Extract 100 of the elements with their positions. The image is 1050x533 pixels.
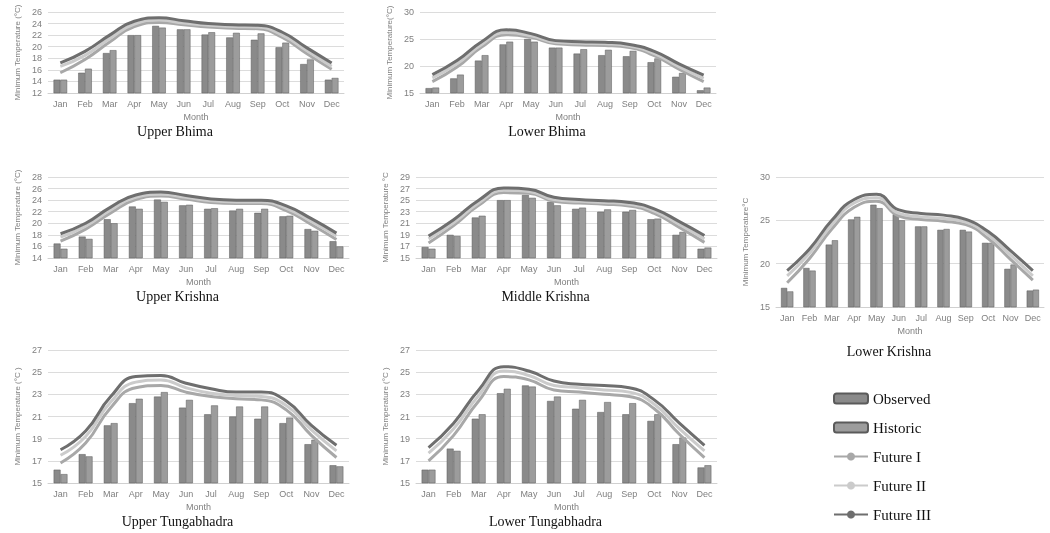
x-tick-label: May [867,312,886,323]
x-tick-label: Jun [178,263,194,274]
x-tick-label: Nov [303,263,320,274]
text: Lower Tungabhadra [488,513,603,529]
x-tick-label: Apr [496,488,511,499]
x-tick-label: Apr [128,263,143,274]
x-tick-label: Oct [279,263,294,274]
x-axis-title: Month [185,277,212,288]
x-tick-label: Apr [499,98,514,109]
y-axis-title: Minimum Temperature (°C) [12,4,22,101]
y-tick-label: 20 [31,218,42,229]
x-tick-label: Mar [470,488,487,499]
y-tick-label: 25 [399,367,410,378]
y-tick-label: 17 [399,241,410,252]
x-tick-label: Oct [981,312,996,323]
y-tick-label: 15 [31,478,42,488]
y-tick-label: 16 [31,241,42,252]
text: Upper Bhima [137,123,214,139]
text: Lower Bhima [508,123,587,139]
x-tick-label: Aug [228,488,245,499]
text: Upper Krishna [136,288,220,304]
y-tick-label: 22 [31,206,42,217]
x-tick-label: Mar [824,312,840,323]
y-tick-label: 25 [759,215,770,226]
x-tick-label: Mar [102,488,119,499]
x-tick-label: Jan [425,98,440,109]
y-tick-label: 14 [31,253,42,263]
legend-label: Future II [873,477,926,494]
legend-label: Future I [873,448,921,465]
x-tick-label: Apr [128,488,143,499]
x-tick-label: Oct [647,263,662,274]
y-tick-label: 19 [399,433,410,444]
x-tick-label: Feb [449,98,465,109]
x-tick-label: Feb [77,98,93,109]
x-tick-label: Jan [421,263,436,274]
x-tick-label: May [150,98,168,109]
x-tick-label: Jun [546,488,562,499]
x-tick-label: Apr [496,263,511,274]
x-tick-label: Sep [249,98,266,109]
x-tick-label: Jul [573,263,585,274]
y-tick-label: 29 [399,172,410,182]
x-tick-label: Sep [621,263,638,274]
y-tick-label: 16 [31,64,42,75]
y-tick-label: 21 [399,411,410,422]
y-axis-title: Minimum Temperature°C [740,197,750,287]
y-tick-label: 23 [399,206,410,217]
x-tick-label: May [520,263,538,274]
y-axis-title: Minimum Temperature (°C ) [380,367,390,466]
y-tick-label: 25 [31,367,42,378]
x-tick-label: Dec [696,263,713,274]
x-tick-label: Jan [421,488,436,499]
y-tick-label: 15 [403,88,414,98]
y-tick-label: 20 [31,41,42,52]
text: Upper Tungabhadra [121,513,235,529]
x-tick-label: Dec [328,488,345,499]
x-axis-title: Month [553,502,580,513]
y-tick-label: 21 [399,218,410,229]
x-tick-label: Oct [647,98,662,109]
x-tick-label: Sep [621,98,638,109]
x-tick-label: Apr [847,312,862,323]
x-axis-title: Month [897,325,923,336]
x-tick-label: Nov [671,263,688,274]
x-tick-label: May [520,488,538,499]
x-tick-label: Dec [323,98,341,109]
x-tick-label: Jun [891,312,907,323]
x-tick-label: Jul [202,98,215,109]
x-tick-label: Jan [779,312,795,323]
y-axis-title: Minimum Temperature °C [380,171,390,263]
x-tick-label: Aug [596,98,614,109]
y-tick-label: 12 [31,88,42,98]
x-tick-label: Feb [445,263,462,274]
x-tick-label: Oct [647,488,662,499]
text: Middle Krishna [501,288,591,304]
y-tick-label: 18 [31,229,42,240]
x-tick-label: Jul [574,98,587,109]
x-tick-label: Jun [176,98,191,109]
x-axis-title: Month [555,112,581,123]
x-tick-label: Oct [275,98,290,109]
y-tick-label: 15 [759,302,770,312]
x-tick-label: Jul [205,263,217,274]
x-tick-label: Jul [915,312,927,323]
y-tick-label: 26 [31,7,42,17]
x-tick-label: Nov [670,98,688,109]
y-tick-label: 19 [31,433,42,444]
x-tick-label: Jan [53,263,68,274]
x-tick-label: Aug [228,263,245,274]
text: Lower Krishna [846,343,932,359]
x-tick-label: Sep [253,488,270,499]
x-tick-label: May [522,98,540,109]
legend-label: Historic [873,419,922,436]
y-axis-title: Minimum Temperature(°C) [384,5,394,100]
y-tick-label: 24 [31,195,42,206]
x-tick-label: Oct [279,488,294,499]
x-tick-label: Aug [596,488,613,499]
x-tick-label: Nov [298,98,316,109]
x-tick-label: Dec [328,263,345,274]
x-tick-label: Aug [935,312,952,323]
x-tick-label: Sep [621,488,638,499]
x-tick-label: Feb [801,312,818,323]
y-tick-label: 15 [399,253,410,263]
